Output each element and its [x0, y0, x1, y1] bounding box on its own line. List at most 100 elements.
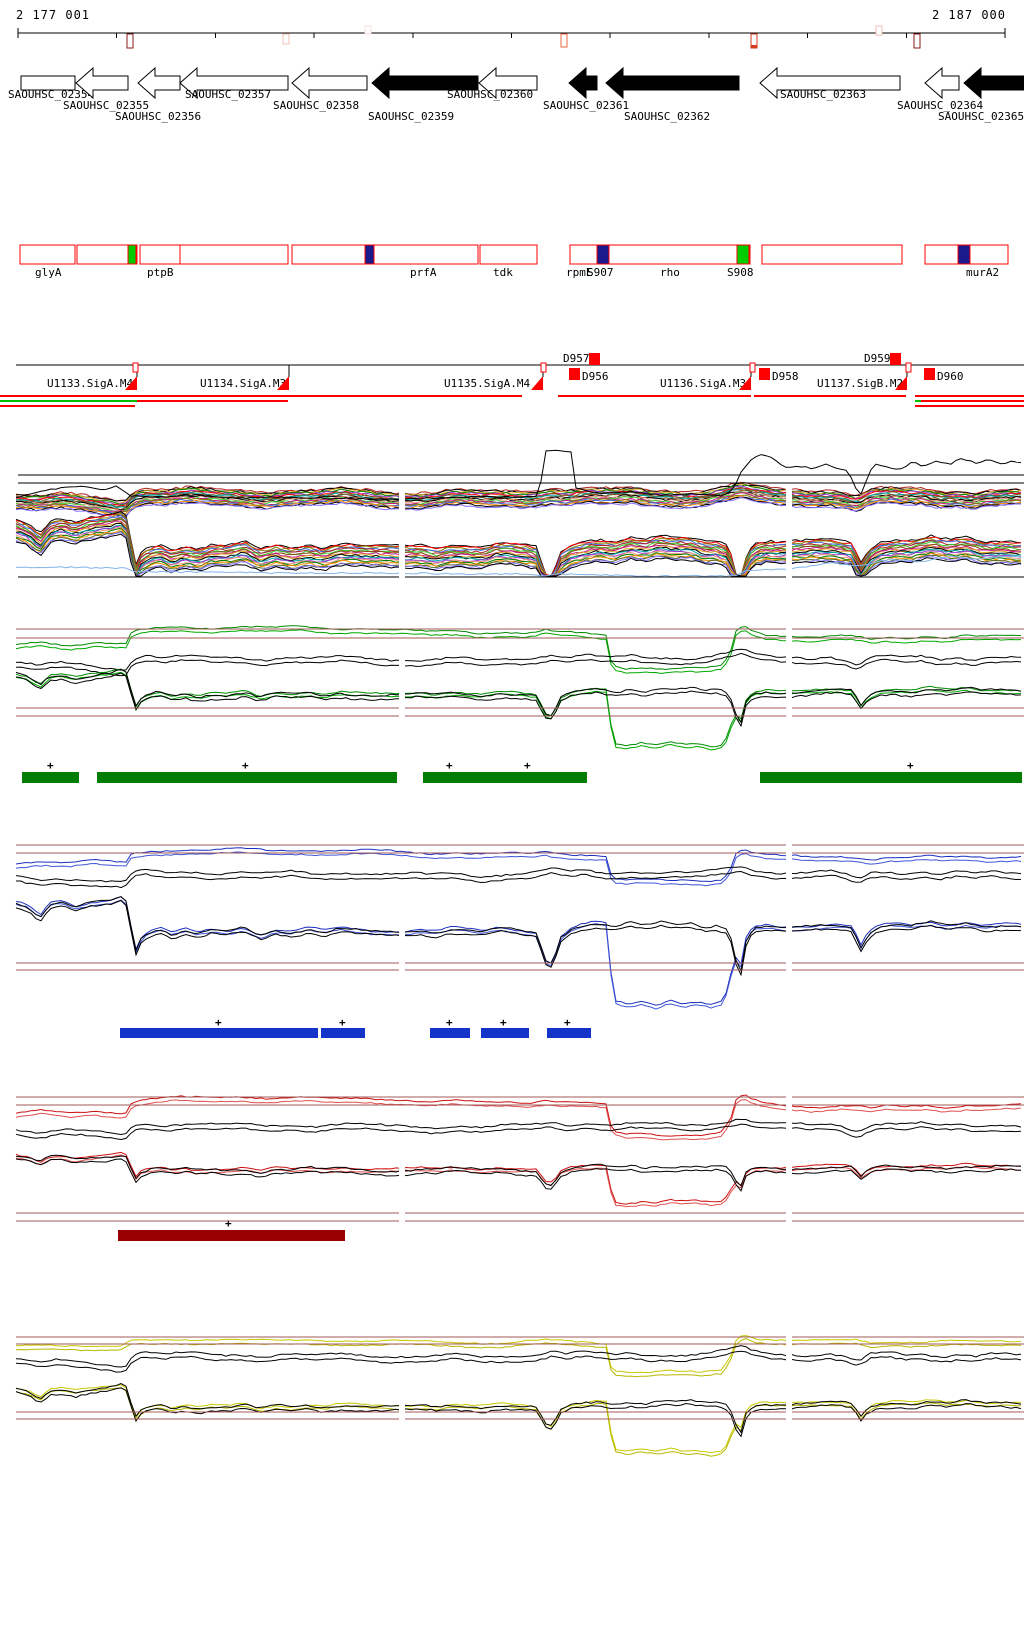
gene-arrow[interactable] [291, 66, 368, 100]
blue-channel-curve [16, 870, 1022, 889]
annotation-mini-rect [749, 362, 756, 373]
all-strains-outline-curve [15, 555, 1022, 578]
blue-channel-curve [15, 896, 1022, 973]
feature-label: S908 [727, 266, 754, 279]
gene-label: SAOUHSC_02365 [938, 110, 1024, 123]
track-gap [399, 1380, 405, 1462]
annotation-d-square[interactable] [589, 353, 600, 365]
track-gap [786, 602, 792, 757]
gene-arrow[interactable] [963, 66, 1024, 100]
yellow-channel-curve [15, 1335, 1022, 1374]
gene-label: SAOUHSC_02358 [273, 99, 359, 112]
red-channel-curve [15, 1158, 1022, 1192]
annotation-flag-triangle[interactable] [895, 376, 907, 390]
yellow-channel-curve [15, 1382, 1022, 1434]
gene-label: SAOUHSC_02360 [447, 88, 533, 101]
red-channel-curve [15, 1154, 1022, 1208]
gene-arrow[interactable] [20, 75, 76, 91]
all-strains-curve [15, 513, 1022, 577]
feature-box[interactable] [291, 244, 479, 265]
blue-segments-bar[interactable] [120, 1028, 318, 1038]
feature-box[interactable] [76, 244, 138, 265]
annotation-flag-triangle[interactable] [739, 376, 751, 390]
feature-label: S907 [587, 266, 614, 279]
feature-insert[interactable] [364, 244, 375, 265]
all-strains-curve [16, 514, 1022, 577]
annotation-d-square[interactable] [890, 353, 901, 365]
darkred-segments-bar[interactable] [118, 1230, 345, 1241]
annotation-flag-label: U1137.SigB.M2 [817, 377, 903, 390]
blue-channel-curve [15, 896, 1022, 1006]
gene-label: SAOUHSC_02359 [368, 110, 454, 123]
gene-arrow[interactable] [137, 66, 181, 100]
feature-insert[interactable] [127, 244, 137, 265]
feature-box[interactable] [761, 244, 903, 265]
red-channel-curve [15, 1118, 1022, 1136]
track-gap [786, 486, 792, 576]
feature-insert[interactable] [736, 244, 750, 265]
all-strains-curve [15, 481, 1022, 502]
green-channel-curve [15, 625, 1022, 671]
gene-arrow[interactable] [605, 66, 740, 100]
gene-arrow[interactable] [179, 66, 289, 100]
feature-box[interactable] [569, 244, 751, 265]
gene-label: SAOUHSC_02355 [63, 99, 149, 112]
feature-box[interactable] [139, 244, 289, 265]
gene-arrow[interactable] [478, 66, 538, 100]
ruler-marker [913, 33, 921, 49]
feature-label: rpmE [566, 266, 593, 279]
green-segments-bar[interactable] [423, 772, 587, 783]
gene-arrow[interactable] [924, 66, 960, 100]
all-strains-curve [15, 525, 1022, 578]
gene-arrow[interactable] [75, 66, 129, 100]
gene-arrow[interactable] [568, 66, 598, 100]
blue-channel-curve [15, 899, 1022, 1010]
blue-segments-bar[interactable] [430, 1028, 470, 1038]
plus-strand-marker: + [242, 759, 249, 772]
ruler-marker [364, 25, 372, 35]
annotation-d-label: D958 [772, 370, 799, 383]
yellow-channel-curve [15, 1387, 1022, 1457]
green-segments-bar[interactable] [97, 772, 397, 783]
annotation-d-square[interactable] [569, 368, 580, 380]
all-strains-curve [15, 496, 1022, 518]
feature-label: ptpB [147, 266, 174, 279]
annotation-flag-triangle[interactable] [277, 376, 289, 390]
track-gap [399, 880, 405, 1012]
plus-strand-marker: + [225, 1217, 232, 1230]
annotation-mini-rect [905, 362, 912, 373]
annotation-d-square[interactable] [759, 368, 770, 380]
yellow-channel-curve [15, 1350, 1022, 1373]
ruler-start-coordinate: 2 177 001 [16, 8, 91, 22]
annotation-flag-triangle[interactable] [531, 376, 543, 390]
red-channel-curve [15, 1123, 1022, 1141]
feature-insert[interactable] [957, 244, 971, 265]
all-strains-curve [16, 487, 1022, 507]
plus-strand-marker: + [500, 1016, 507, 1029]
feature-insert[interactable] [596, 244, 610, 265]
gene-arrow[interactable] [759, 66, 901, 100]
feature-box[interactable] [19, 244, 76, 265]
green-segments-bar[interactable] [760, 772, 1022, 783]
gene-arrow[interactable] [371, 66, 479, 100]
gene-label: SAOUHSC_02363 [780, 88, 866, 101]
ruler-marker [875, 25, 883, 36]
gene-label: SAOUHSC_02357 [185, 88, 271, 101]
feature-label: glyA [35, 266, 62, 279]
plus-strand-marker: + [339, 1016, 346, 1029]
green-segments-bar[interactable] [22, 772, 79, 783]
all-strains-curve [15, 521, 1022, 577]
blue-segments-bar[interactable] [547, 1028, 591, 1038]
annotation-flag-triangle[interactable] [125, 376, 137, 390]
green-channel-curve [15, 629, 1022, 675]
gene-label: SAOUHSC_02361 [543, 99, 629, 112]
blue-segments-bar[interactable] [321, 1028, 365, 1038]
annotation-d-label: D957 [563, 352, 590, 365]
plus-strand-marker: + [524, 759, 531, 772]
blue-segments-bar[interactable] [481, 1028, 529, 1038]
annotation-d-square[interactable] [924, 368, 935, 380]
red-channel-curve [15, 1154, 1022, 1187]
feature-box[interactable] [479, 244, 538, 265]
plus-strand-marker: + [215, 1016, 222, 1029]
gene-label: SAOUHSC_02354 [8, 88, 94, 101]
